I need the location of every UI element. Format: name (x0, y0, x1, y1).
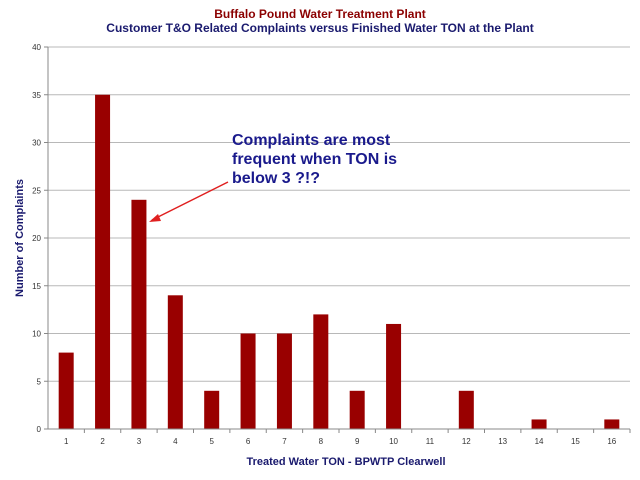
annotation-line-2: frequent when TON is (232, 151, 397, 168)
bar (604, 419, 620, 429)
x-tick-label: 16 (607, 437, 616, 446)
chart-title: Buffalo Pound Water Treatment Plant (214, 7, 426, 21)
x-tick-label: 15 (571, 437, 580, 446)
bar (204, 390, 220, 429)
x-tick-label: 3 (137, 437, 142, 446)
y-tick-label: 35 (32, 91, 41, 100)
chart-subtitle: Customer T&O Related Complaints versus F… (106, 21, 534, 35)
x-tick-label: 9 (355, 437, 360, 446)
y-tick-labels: 0 5 10 15 20 25 30 35 40 (32, 43, 48, 434)
x-tick-label: 14 (535, 437, 544, 446)
annotation-line-1: Complaints are most (232, 132, 391, 149)
annotation: Complaints are most frequent when TON is… (149, 132, 397, 222)
x-tick-label: 10 (389, 437, 398, 446)
y-tick-label: 15 (32, 282, 41, 291)
x-tick-label: 5 (209, 437, 214, 446)
bar (531, 419, 547, 429)
y-tick-label: 5 (37, 377, 42, 386)
bar (167, 295, 183, 429)
bar (58, 352, 74, 429)
x-tick-label: 1 (64, 437, 69, 446)
annotation-arrowhead (149, 214, 161, 222)
x-tick-label: 6 (246, 437, 251, 446)
x-tick-label: 12 (462, 437, 471, 446)
y-tick-label: 20 (32, 234, 41, 243)
annotation-line-3: below 3 ?!? (232, 170, 320, 187)
bars (58, 94, 620, 429)
x-tick-label: 4 (173, 437, 178, 446)
x-tick-label: 2 (100, 437, 105, 446)
bar (240, 333, 256, 429)
bar (386, 323, 402, 429)
annotation-arrow (151, 181, 229, 221)
bar (131, 199, 147, 429)
x-axis-title: Treated Water TON - BPWTP Clearwell (246, 456, 445, 468)
bar (349, 390, 365, 429)
x-tick-label: 13 (498, 437, 507, 446)
y-tick-label: 0 (37, 425, 42, 434)
y-tick-label: 25 (32, 186, 41, 195)
y-tick-label: 40 (32, 43, 41, 52)
bar (95, 94, 111, 429)
x-tick-label: 8 (319, 437, 324, 446)
x-tick-labels: 1 2 3 4 5 6 7 8 9 10 11 12 13 14 15 16 (64, 429, 631, 446)
y-axis-title: Number of Complaints (14, 179, 26, 297)
bar (313, 314, 329, 429)
x-tick-label: 11 (426, 437, 435, 446)
y-tick-label: 10 (32, 330, 41, 339)
bar (458, 390, 474, 429)
y-tick-label: 30 (32, 139, 41, 148)
x-tick-label: 7 (282, 437, 287, 446)
bar (276, 333, 292, 429)
